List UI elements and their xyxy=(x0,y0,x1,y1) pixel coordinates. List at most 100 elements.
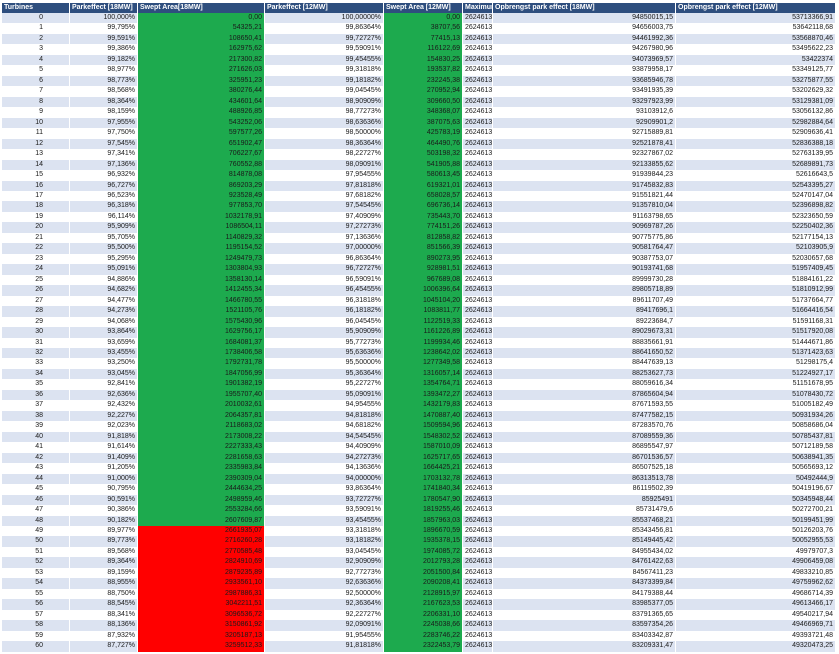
turbines-cell[interactable]: 29 xyxy=(2,316,70,328)
opbrengst-12mw-cell[interactable]: 49540217,94 xyxy=(676,609,836,621)
opbrengst-18mw-cell[interactable]: 89805718,89 xyxy=(493,285,676,296)
swept-area-12mw-cell[interactable]: 2245038,66 xyxy=(384,620,463,631)
swept-area-18mw-cell[interactable]: 488926,85 xyxy=(138,107,265,118)
opbrengst-12mw-cell[interactable]: 49393721,48 xyxy=(676,630,836,642)
parkeffect-18mw-cell[interactable]: 90,386% xyxy=(70,505,138,516)
swept-area-18mw-cell[interactable]: 0,00 xyxy=(138,13,265,24)
turbines-cell[interactable]: 49 xyxy=(2,525,70,537)
turbines-cell[interactable]: 19 xyxy=(2,211,70,223)
parkeffect-12mw-cell[interactable]: 94,13636% xyxy=(265,463,384,474)
opbrengst-18mw-cell[interactable]: 84955434,02 xyxy=(493,546,676,558)
parkeffect-12mw-cell[interactable]: 99,18182% xyxy=(265,75,384,87)
swept-area-12mw-cell[interactable]: 735443,70 xyxy=(384,211,463,223)
turbines-cell[interactable]: 36 xyxy=(2,389,70,401)
parkeffect-18mw-cell[interactable]: 97,341% xyxy=(70,149,138,160)
parkeffect-12mw-cell[interactable]: 93,72727% xyxy=(265,494,384,506)
turbines-cell[interactable]: 53 xyxy=(2,567,70,579)
parkeffect-12mw-cell[interactable]: 98,90909% xyxy=(265,96,384,108)
opbrengst-18mw-cell[interactable]: 93491935,39 xyxy=(493,86,676,97)
parkeffect-12mw-cell[interactable]: 91,95455% xyxy=(265,630,384,642)
turbines-cell[interactable]: 3 xyxy=(2,44,70,55)
swept-area-12mw-cell[interactable]: 2128915,97 xyxy=(384,588,463,600)
opbrengst-18mw-cell[interactable]: 86895547,97 xyxy=(493,442,676,453)
turbines-cell[interactable]: 25 xyxy=(2,274,70,286)
turbines-cell[interactable]: 41 xyxy=(2,442,70,453)
parkeffect-12mw-cell[interactable]: 99,31818% xyxy=(265,65,384,76)
maximum-cell[interactable]: 2624613 xyxy=(463,609,493,621)
maximum-cell[interactable]: 2624613 xyxy=(463,515,493,526)
maximum-cell[interactable]: 2624613 xyxy=(463,431,493,443)
parkeffect-18mw-cell[interactable]: 92,432% xyxy=(70,400,138,411)
parkeffect-12mw-cell[interactable]: 98,63636% xyxy=(265,117,384,129)
maximum-cell[interactable]: 2624613 xyxy=(463,201,493,212)
swept-area-12mw-cell[interactable]: 1161226,89 xyxy=(384,327,463,338)
swept-area-18mw-cell[interactable]: 3205187,13 xyxy=(138,630,265,642)
turbines-cell[interactable]: 58 xyxy=(2,620,70,631)
parkeffect-18mw-cell[interactable]: 89,364% xyxy=(70,557,138,568)
swept-area-18mw-cell[interactable]: 1195154,52 xyxy=(138,243,265,254)
opbrengst-18mw-cell[interactable]: 84179388,44 xyxy=(493,588,676,600)
swept-area-18mw-cell[interactable]: 2064357,81 xyxy=(138,410,265,422)
swept-area-12mw-cell[interactable]: 1238642,02 xyxy=(384,348,463,359)
parkeffect-12mw-cell[interactable]: 92,63636% xyxy=(265,578,384,589)
opbrengst-18mw-cell[interactable]: 93297923,99 xyxy=(493,96,676,108)
parkeffect-18mw-cell[interactable]: 94,068% xyxy=(70,316,138,328)
parkeffect-12mw-cell[interactable]: 93,18182% xyxy=(265,536,384,547)
parkeffect-12mw-cell[interactable]: 98,36364% xyxy=(265,138,384,150)
parkeffect-12mw-cell[interactable]: 98,22727% xyxy=(265,149,384,160)
parkeffect-18mw-cell[interactable]: 99,795% xyxy=(70,23,138,34)
swept-area-18mw-cell[interactable]: 1466780,55 xyxy=(138,295,265,307)
maximum-cell[interactable]: 2624613 xyxy=(463,96,493,108)
maximum-cell[interactable]: 2624613 xyxy=(463,13,493,24)
opbrengst-12mw-cell[interactable]: 51810912,99 xyxy=(676,285,836,296)
maximum-cell[interactable]: 2624613 xyxy=(463,546,493,558)
swept-area-12mw-cell[interactable]: 348368,07 xyxy=(384,107,463,118)
opbrengst-12mw-cell[interactable]: 49759962,62 xyxy=(676,578,836,589)
swept-area-12mw-cell[interactable]: 851566,39 xyxy=(384,243,463,254)
parkeffect-18mw-cell[interactable]: 89,568% xyxy=(70,546,138,558)
maximum-cell[interactable]: 2624613 xyxy=(463,348,493,359)
parkeffect-12mw-cell[interactable]: 99,59091% xyxy=(265,44,384,55)
swept-area-18mw-cell[interactable]: 217300,82 xyxy=(138,54,265,66)
maximum-cell[interactable]: 2624613 xyxy=(463,620,493,631)
turbines-cell[interactable]: 60 xyxy=(2,641,70,652)
swept-area-18mw-cell[interactable]: 760552,88 xyxy=(138,159,265,171)
swept-area-18mw-cell[interactable]: 923528,49 xyxy=(138,190,265,202)
parkeffect-18mw-cell[interactable]: 99,182% xyxy=(70,54,138,66)
parkeffect-12mw-cell[interactable]: 93,59091% xyxy=(265,505,384,516)
opbrengst-12mw-cell[interactable]: 49613466,17 xyxy=(676,599,836,610)
opbrengst-12mw-cell[interactable]: 51517920,08 xyxy=(676,327,836,338)
swept-area-18mw-cell[interactable]: 2607609,87 xyxy=(138,515,265,526)
swept-area-18mw-cell[interactable]: 2173008,22 xyxy=(138,431,265,443)
parkeffect-12mw-cell[interactable]: 92,90909% xyxy=(265,557,384,568)
parkeffect-18mw-cell[interactable]: 89,773% xyxy=(70,536,138,547)
parkeffect-12mw-cell[interactable]: 99,45455% xyxy=(265,54,384,66)
opbrengst-12mw-cell[interactable]: 53713366,91 xyxy=(676,13,836,24)
parkeffect-12mw-cell[interactable]: 95,22727% xyxy=(265,379,384,390)
swept-area-18mw-cell[interactable]: 1358130,14 xyxy=(138,274,265,286)
parkeffect-12mw-cell[interactable]: 94,40909% xyxy=(265,442,384,453)
parkeffect-18mw-cell[interactable]: 98,773% xyxy=(70,75,138,87)
swept-area-12mw-cell[interactable]: 1974085,72 xyxy=(384,546,463,558)
parkeffect-12mw-cell[interactable]: 95,50000% xyxy=(265,358,384,369)
opbrengst-12mw-cell[interactable]: 52396898,82 xyxy=(676,201,836,212)
opbrengst-18mw-cell[interactable]: 89223684,7 xyxy=(493,316,676,328)
opbrengst-12mw-cell[interactable]: 52177154,13 xyxy=(676,232,836,244)
swept-area-18mw-cell[interactable]: 54325,21 xyxy=(138,23,265,34)
maximum-cell[interactable]: 2624613 xyxy=(463,389,493,401)
parkeffect-18mw-cell[interactable]: 89,159% xyxy=(70,567,138,579)
maximum-cell[interactable]: 2624613 xyxy=(463,86,493,97)
swept-area-12mw-cell[interactable]: 967689,08 xyxy=(384,274,463,286)
turbines-cell[interactable]: 12 xyxy=(2,138,70,150)
maximum-cell[interactable]: 2624613 xyxy=(463,368,493,380)
turbines-cell[interactable]: 2 xyxy=(2,33,70,45)
swept-area-12mw-cell[interactable]: 812858,82 xyxy=(384,232,463,244)
opbrengst-12mw-cell[interactable]: 52616643,5 xyxy=(676,170,836,181)
opbrengst-12mw-cell[interactable]: 53056132,86 xyxy=(676,107,836,118)
swept-area-18mw-cell[interactable]: 3259512,33 xyxy=(138,641,265,652)
turbines-cell[interactable]: 46 xyxy=(2,494,70,506)
opbrengst-18mw-cell[interactable]: 88253627,73 xyxy=(493,368,676,380)
swept-area-12mw-cell[interactable]: 890273,95 xyxy=(384,253,463,265)
parkeffect-18mw-cell[interactable]: 97,136% xyxy=(70,159,138,171)
swept-area-18mw-cell[interactable]: 2227333,43 xyxy=(138,442,265,453)
